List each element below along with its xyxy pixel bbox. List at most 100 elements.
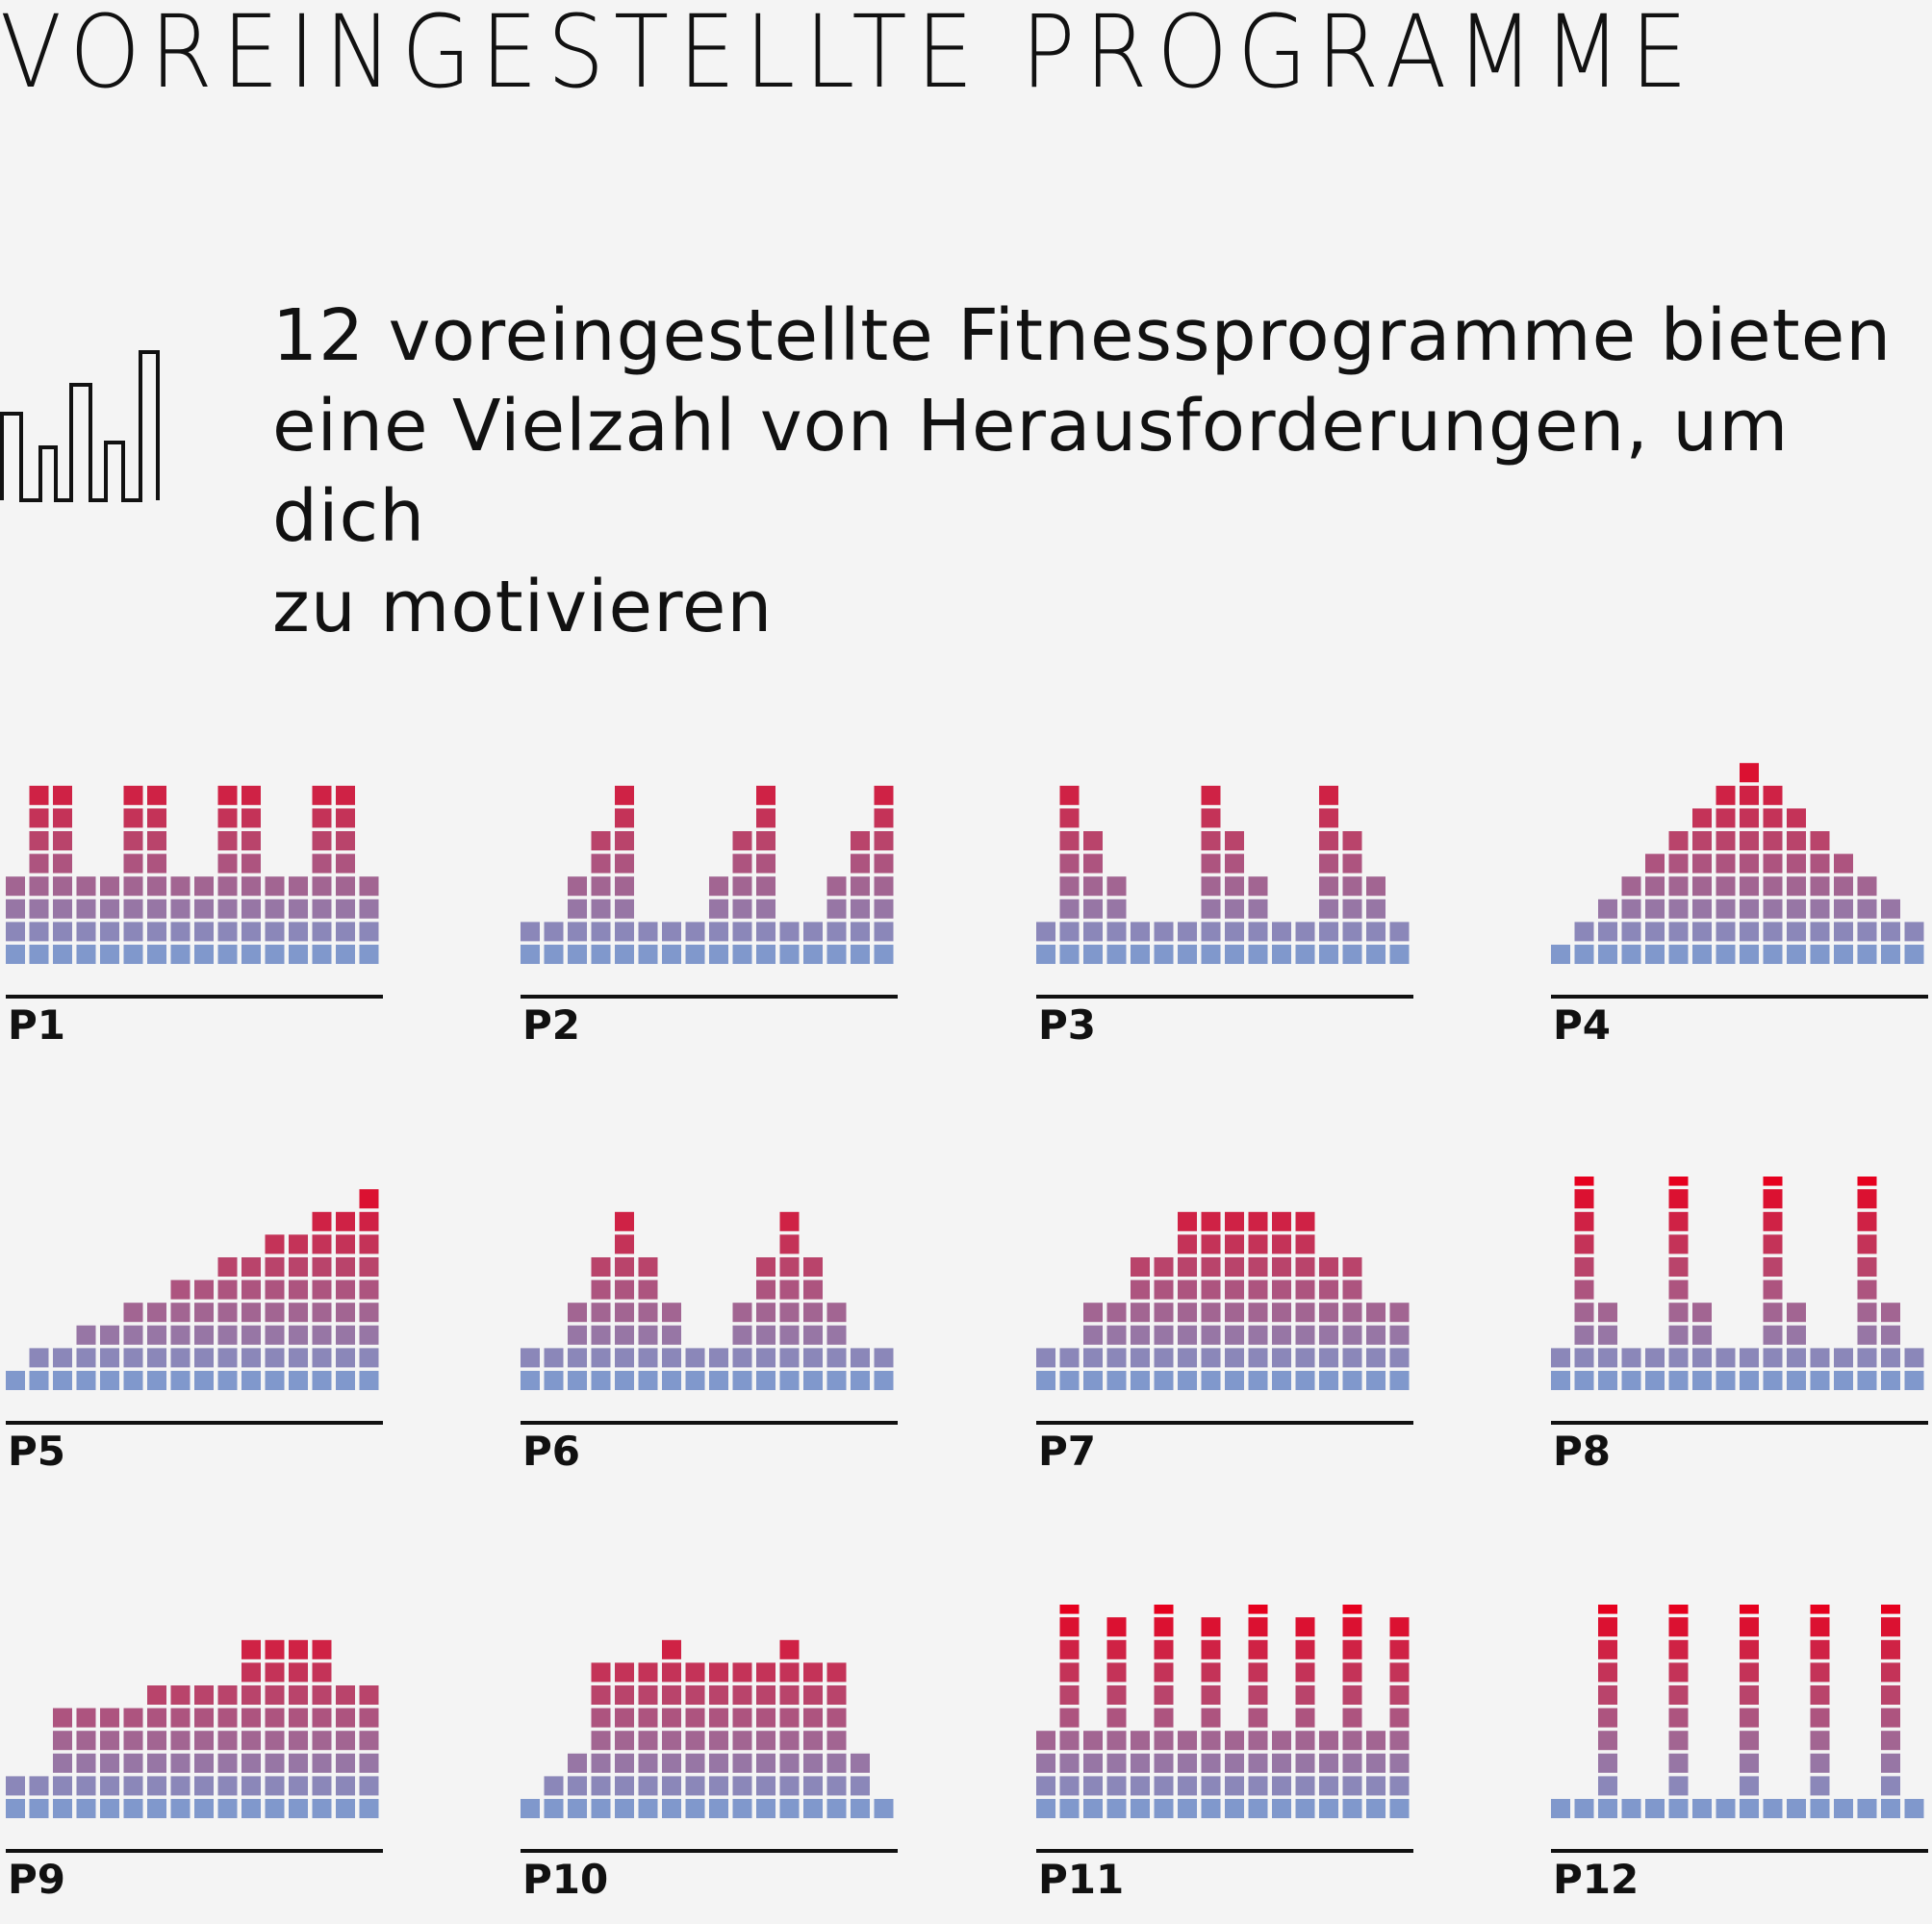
level-block bbox=[242, 831, 261, 850]
level-block bbox=[1036, 1799, 1055, 1818]
level-block bbox=[826, 945, 847, 964]
level-block bbox=[123, 899, 143, 919]
level-block bbox=[756, 831, 775, 850]
level-block bbox=[1389, 1753, 1410, 1773]
level-block bbox=[194, 899, 214, 919]
program-chart-p10[interactable]: P10 bbox=[521, 1605, 905, 1922]
level-block bbox=[1740, 1685, 1759, 1705]
bar-column bbox=[1551, 1348, 1570, 1390]
level-block bbox=[1036, 1776, 1055, 1796]
program-chart-p2[interactable]: P2 bbox=[521, 750, 905, 1068]
program-chart-p6[interactable]: P6 bbox=[521, 1177, 905, 1494]
level-block bbox=[756, 1776, 775, 1796]
level-block bbox=[289, 1799, 308, 1818]
level-block bbox=[568, 1753, 587, 1773]
level-block bbox=[289, 899, 308, 919]
level-block bbox=[217, 899, 238, 919]
level-block bbox=[265, 1303, 285, 1323]
level-block bbox=[1645, 876, 1665, 897]
program-chart-p9[interactable]: P9 bbox=[6, 1605, 391, 1922]
program-bars bbox=[1551, 1177, 1928, 1425]
level-block bbox=[709, 876, 728, 897]
level-block bbox=[1668, 1257, 1689, 1277]
bar-column bbox=[359, 876, 379, 964]
program-chart-p11[interactable]: P11 bbox=[1036, 1605, 1421, 1922]
level-block bbox=[1201, 1708, 1221, 1728]
bar-column bbox=[1272, 922, 1291, 964]
level-block bbox=[1551, 1799, 1570, 1818]
level-block bbox=[312, 1639, 332, 1659]
level-block bbox=[1036, 1753, 1055, 1773]
level-block bbox=[123, 1708, 143, 1728]
bar-column bbox=[1131, 1731, 1150, 1818]
level-block bbox=[53, 785, 72, 805]
level-block bbox=[1059, 1617, 1080, 1637]
level-block bbox=[732, 922, 752, 942]
level-block bbox=[1342, 876, 1362, 897]
level-block bbox=[1668, 1617, 1689, 1637]
level-block bbox=[1295, 1799, 1315, 1818]
bar-column bbox=[1225, 1731, 1244, 1818]
level-block bbox=[53, 808, 72, 828]
level-block bbox=[779, 945, 800, 964]
level-block bbox=[1083, 1753, 1103, 1773]
level-block bbox=[615, 831, 634, 850]
bar-column bbox=[851, 1753, 870, 1818]
bar-column bbox=[1810, 831, 1830, 964]
level-block bbox=[1131, 1279, 1150, 1300]
bar-column bbox=[1272, 1211, 1291, 1390]
level-block bbox=[1740, 831, 1759, 850]
program-chart-p3[interactable]: P3 bbox=[1036, 750, 1421, 1068]
level-block bbox=[615, 1211, 634, 1231]
program-chart-p7[interactable]: P7 bbox=[1036, 1177, 1421, 1494]
program-label: P9 bbox=[8, 1856, 66, 1903]
program-chart-p5[interactable]: P5 bbox=[6, 1177, 391, 1494]
level-block bbox=[1787, 1325, 1806, 1345]
bar-column bbox=[1692, 1799, 1712, 1818]
program-chart-p4[interactable]: P4 bbox=[1551, 750, 1932, 1068]
level-block bbox=[1225, 1211, 1244, 1231]
level-block bbox=[1154, 1303, 1174, 1323]
intro-line-1: 12 voreingestellte Fitnessprogramme biet… bbox=[272, 294, 1893, 377]
program-bars bbox=[1551, 1605, 1928, 1853]
level-block bbox=[1178, 1753, 1197, 1773]
level-block bbox=[1131, 1799, 1150, 1818]
program-chart-p1[interactable]: P1 bbox=[6, 750, 391, 1068]
level-block bbox=[312, 922, 332, 942]
level-block bbox=[242, 945, 261, 964]
bar-column bbox=[874, 785, 894, 964]
level-block bbox=[662, 1708, 681, 1728]
level-block bbox=[591, 1799, 611, 1818]
level-block bbox=[1716, 1371, 1736, 1390]
level-block bbox=[1225, 1325, 1244, 1345]
level-block bbox=[638, 1708, 658, 1728]
level-block bbox=[1810, 899, 1830, 919]
bar-column bbox=[1248, 1605, 1268, 1818]
program-chart-p8[interactable]: P8 bbox=[1551, 1177, 1932, 1494]
level-block bbox=[1225, 853, 1244, 873]
level-block bbox=[1342, 1731, 1362, 1751]
level-block bbox=[289, 945, 308, 964]
level-block bbox=[29, 899, 49, 919]
level-block bbox=[803, 1348, 823, 1368]
bar-column bbox=[170, 1685, 191, 1818]
program-bars bbox=[6, 1639, 383, 1853]
level-block bbox=[709, 1799, 728, 1818]
level-block bbox=[1342, 831, 1362, 850]
level-block bbox=[53, 876, 72, 897]
bar-column bbox=[709, 876, 728, 964]
level-block bbox=[147, 922, 166, 942]
level-block bbox=[591, 1325, 611, 1345]
bar-column bbox=[1036, 922, 1055, 964]
level-block bbox=[1598, 1303, 1617, 1323]
level-block bbox=[147, 1776, 166, 1796]
level-block bbox=[359, 1799, 379, 1818]
level-block bbox=[336, 1279, 355, 1300]
program-chart-p12[interactable]: P12 bbox=[1551, 1605, 1932, 1922]
level-block bbox=[1857, 1799, 1877, 1818]
level-block bbox=[6, 1799, 25, 1818]
bar-column bbox=[1692, 808, 1712, 964]
level-block bbox=[638, 1685, 658, 1705]
level-block bbox=[1881, 1799, 1900, 1818]
program-label: P2 bbox=[522, 1001, 581, 1049]
